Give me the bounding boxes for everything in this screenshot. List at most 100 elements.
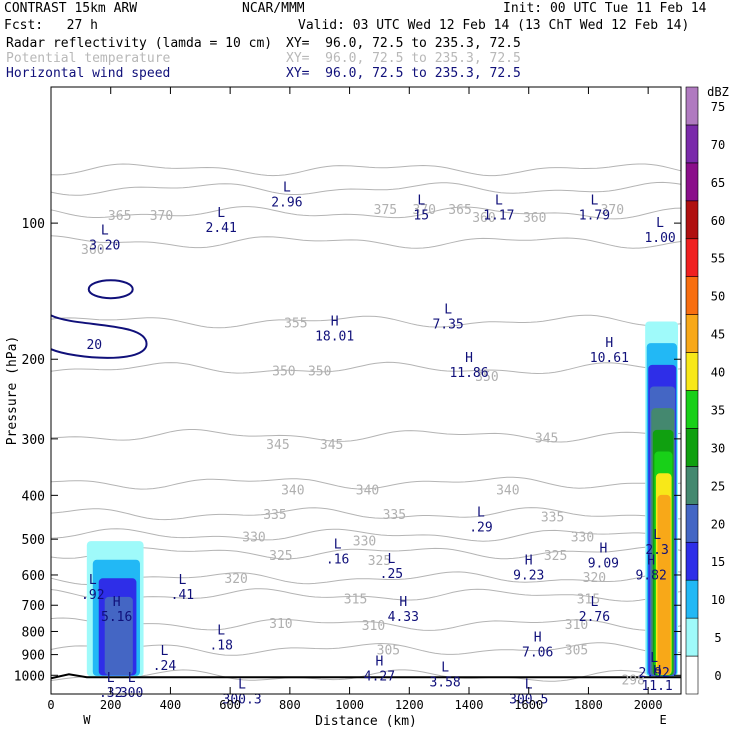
extremum-value: .25 <box>380 567 403 582</box>
theta-label: 345 <box>535 432 558 447</box>
extremum-value: 3.58 <box>429 675 460 690</box>
extremum-L: L <box>238 677 246 692</box>
colorbar-label: 45 <box>711 328 725 342</box>
x-tick-label: 0 <box>47 698 54 712</box>
theta-contour-305 <box>50 642 682 656</box>
extremum-L: L <box>590 194 598 209</box>
theta-label: 330 <box>353 534 376 549</box>
extremum-L: L <box>653 528 661 543</box>
colorbar-label: 60 <box>711 214 725 228</box>
extremum-value: 2.92 <box>638 666 669 681</box>
colorbar-swatch <box>685 541 699 581</box>
theta-contour-320 <box>50 571 682 585</box>
extremum-value: 9.23 <box>513 569 544 584</box>
extremum-value: 300.5 <box>509 692 548 707</box>
x-tick-label: 1600 <box>514 698 543 712</box>
theta-label: 340 <box>496 483 519 498</box>
colorbar-swatch <box>685 86 699 126</box>
colorbar-label: 70 <box>711 138 725 152</box>
theta-label: 325 <box>368 554 391 569</box>
extremum-L: L <box>477 505 485 520</box>
y-tick-label: 400 <box>22 489 45 504</box>
extremum-value: 2.76 <box>579 610 610 625</box>
theta-contour-315 <box>50 588 682 602</box>
theta-contour-325 <box>50 546 682 560</box>
theta-contour-345 <box>50 429 682 443</box>
direction-label: E <box>659 713 666 727</box>
theta-label: 310 <box>565 618 588 633</box>
x-tick-label: 1800 <box>574 698 603 712</box>
wind-contour-label: 20 <box>86 338 102 353</box>
organization-label: NCAR/MMM <box>242 1 305 16</box>
extremum-L: L <box>101 223 109 238</box>
y-tick-label: 600 <box>22 569 45 584</box>
y-tick-label: 800 <box>22 625 45 640</box>
theta-contour-375 <box>50 163 682 177</box>
y-tick-label: 1000 <box>14 669 45 684</box>
extremum-L: L <box>217 623 225 638</box>
extremum-value: 7.06 <box>522 645 553 660</box>
theta-label: 350 <box>308 365 331 380</box>
colorbar-swatch <box>685 124 699 164</box>
y-tick-label: 200 <box>22 353 45 368</box>
colorbar-swatch <box>685 314 699 353</box>
colorbar-label: 20 <box>711 517 725 531</box>
extremum-L: L <box>441 660 449 675</box>
theta-label: 325 <box>544 549 567 564</box>
extremum-H: H <box>647 554 655 569</box>
extremum-value: 9.09 <box>588 556 619 571</box>
colorbar-swatch <box>685 200 699 240</box>
theta-contour-300 <box>50 669 682 682</box>
colorbar-label: 75 <box>711 100 725 114</box>
extremum-H: H <box>376 654 384 669</box>
theta-contour-370 <box>50 181 682 196</box>
extremum-L: L <box>334 538 342 553</box>
theta-label: 345 <box>266 438 289 453</box>
extremum-value: 10.61 <box>590 351 629 366</box>
extremum-value: 4.27 <box>364 669 395 684</box>
extremum-value: .16 <box>326 553 349 568</box>
direction-label: W <box>83 713 91 727</box>
extremum-L: L <box>656 216 664 231</box>
extremum-L: L <box>283 180 291 195</box>
colorbar-swatch <box>685 655 699 695</box>
theta-label: 370 <box>150 209 173 224</box>
extremum-L: L <box>217 206 225 221</box>
wind-contour-line <box>50 314 148 359</box>
extremum-value: 1.17 <box>483 209 514 224</box>
colorbar-label: 30 <box>711 441 725 455</box>
extremum-L: L <box>161 644 169 659</box>
extremum-H: H <box>331 314 339 329</box>
wind-contour-loop <box>87 279 134 300</box>
extremum-L: L <box>417 194 425 209</box>
y-tick-label: 700 <box>22 599 45 614</box>
theta-label: 375 <box>374 203 397 218</box>
plot-frame <box>50 86 682 695</box>
theta-label: 325 <box>269 549 292 564</box>
valid-time: Valid: 03 UTC Wed 12 Feb 14 (13 ChT Wed … <box>298 18 690 33</box>
extremum-value: 7.35 <box>432 317 463 332</box>
theta-label: 330 <box>571 530 594 545</box>
west-cell-dbz-20 <box>104 596 133 676</box>
theta-label: 370 <box>412 203 435 218</box>
colorbar-label: 0 <box>714 669 721 683</box>
extremum-value: 2.3 <box>645 543 668 558</box>
theta-label: 315 <box>577 593 600 608</box>
extremum-L: L <box>128 671 136 686</box>
extremum-value: 2.96 <box>271 195 302 210</box>
field-theta-xy: XY= 96.0, 72.5 to 235.3, 72.5 <box>286 51 521 66</box>
extremum-H: H <box>113 595 121 610</box>
x-tick-label: 1200 <box>395 698 424 712</box>
theta-label: 365 <box>448 203 471 218</box>
theta-contour-340 <box>50 476 682 490</box>
theta-label: 305 <box>565 644 588 659</box>
extremum-value: 300.3 <box>223 692 262 707</box>
x-tick-label: 600 <box>219 698 241 712</box>
field-theta-name: Potential temperature <box>6 51 171 66</box>
theta-label: 335 <box>541 510 564 525</box>
field-reflectivity-xy: XY= 96.0, 72.5 to 235.3, 72.5 <box>286 36 521 51</box>
extremum-value: .24 <box>153 659 177 674</box>
theta-label: 305 <box>377 644 400 659</box>
colorbar-label: 35 <box>711 403 725 417</box>
